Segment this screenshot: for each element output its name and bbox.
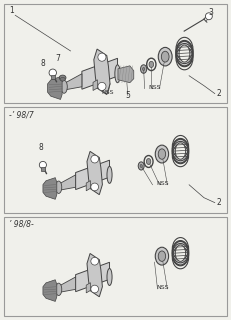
Polygon shape: [118, 66, 134, 83]
Circle shape: [98, 53, 106, 61]
Text: 3: 3: [209, 8, 214, 17]
Circle shape: [98, 82, 106, 91]
Polygon shape: [76, 160, 109, 189]
Ellipse shape: [60, 77, 65, 81]
Bar: [51, 75, 55, 79]
Circle shape: [91, 183, 99, 191]
Ellipse shape: [146, 158, 151, 164]
Polygon shape: [82, 58, 118, 89]
Text: NSS: NSS: [156, 181, 169, 186]
Ellipse shape: [107, 268, 112, 285]
Text: 7: 7: [56, 54, 61, 63]
Polygon shape: [43, 178, 57, 199]
Ellipse shape: [172, 241, 188, 265]
Ellipse shape: [172, 139, 188, 163]
Ellipse shape: [158, 149, 166, 159]
Text: NSS: NSS: [102, 90, 114, 95]
Polygon shape: [59, 277, 76, 292]
Polygon shape: [64, 74, 82, 90]
Polygon shape: [87, 253, 102, 297]
Circle shape: [91, 257, 99, 265]
Ellipse shape: [107, 166, 112, 183]
Ellipse shape: [138, 162, 144, 170]
Ellipse shape: [161, 51, 169, 62]
Ellipse shape: [149, 61, 154, 68]
Polygon shape: [87, 151, 102, 195]
Ellipse shape: [143, 68, 145, 71]
Polygon shape: [48, 77, 62, 100]
Text: 1: 1: [9, 6, 14, 15]
Polygon shape: [59, 175, 76, 190]
Bar: [4, 217, 227, 316]
Ellipse shape: [158, 251, 166, 261]
Ellipse shape: [176, 41, 193, 66]
Text: ’ 98/8-: ’ 98/8-: [9, 220, 34, 228]
Text: 2: 2: [217, 198, 222, 207]
Circle shape: [91, 155, 99, 163]
Ellipse shape: [155, 247, 169, 265]
Ellipse shape: [155, 145, 169, 163]
Ellipse shape: [175, 143, 186, 159]
Circle shape: [39, 161, 46, 169]
Circle shape: [91, 285, 99, 293]
Ellipse shape: [59, 75, 66, 80]
Polygon shape: [93, 80, 97, 91]
Bar: [41, 167, 45, 171]
Polygon shape: [86, 283, 91, 293]
Text: -’ 98/7: -’ 98/7: [9, 110, 34, 119]
Polygon shape: [43, 280, 57, 301]
Ellipse shape: [56, 181, 62, 193]
Circle shape: [205, 13, 212, 20]
Ellipse shape: [175, 245, 186, 261]
Circle shape: [49, 69, 56, 76]
Text: 8: 8: [41, 59, 46, 68]
Ellipse shape: [56, 283, 62, 296]
Bar: [4, 108, 227, 212]
Ellipse shape: [140, 164, 142, 167]
Text: NSS: NSS: [156, 285, 169, 290]
Text: 8: 8: [39, 143, 44, 152]
Ellipse shape: [61, 80, 67, 93]
Ellipse shape: [140, 65, 147, 73]
Ellipse shape: [179, 45, 190, 62]
Text: 5: 5: [125, 91, 130, 100]
Ellipse shape: [115, 65, 120, 83]
Ellipse shape: [158, 47, 172, 66]
Text: NSS: NSS: [148, 84, 161, 90]
Polygon shape: [94, 49, 110, 95]
Text: 2: 2: [217, 89, 222, 98]
Polygon shape: [86, 180, 91, 191]
Polygon shape: [76, 262, 109, 292]
Bar: [4, 4, 227, 103]
